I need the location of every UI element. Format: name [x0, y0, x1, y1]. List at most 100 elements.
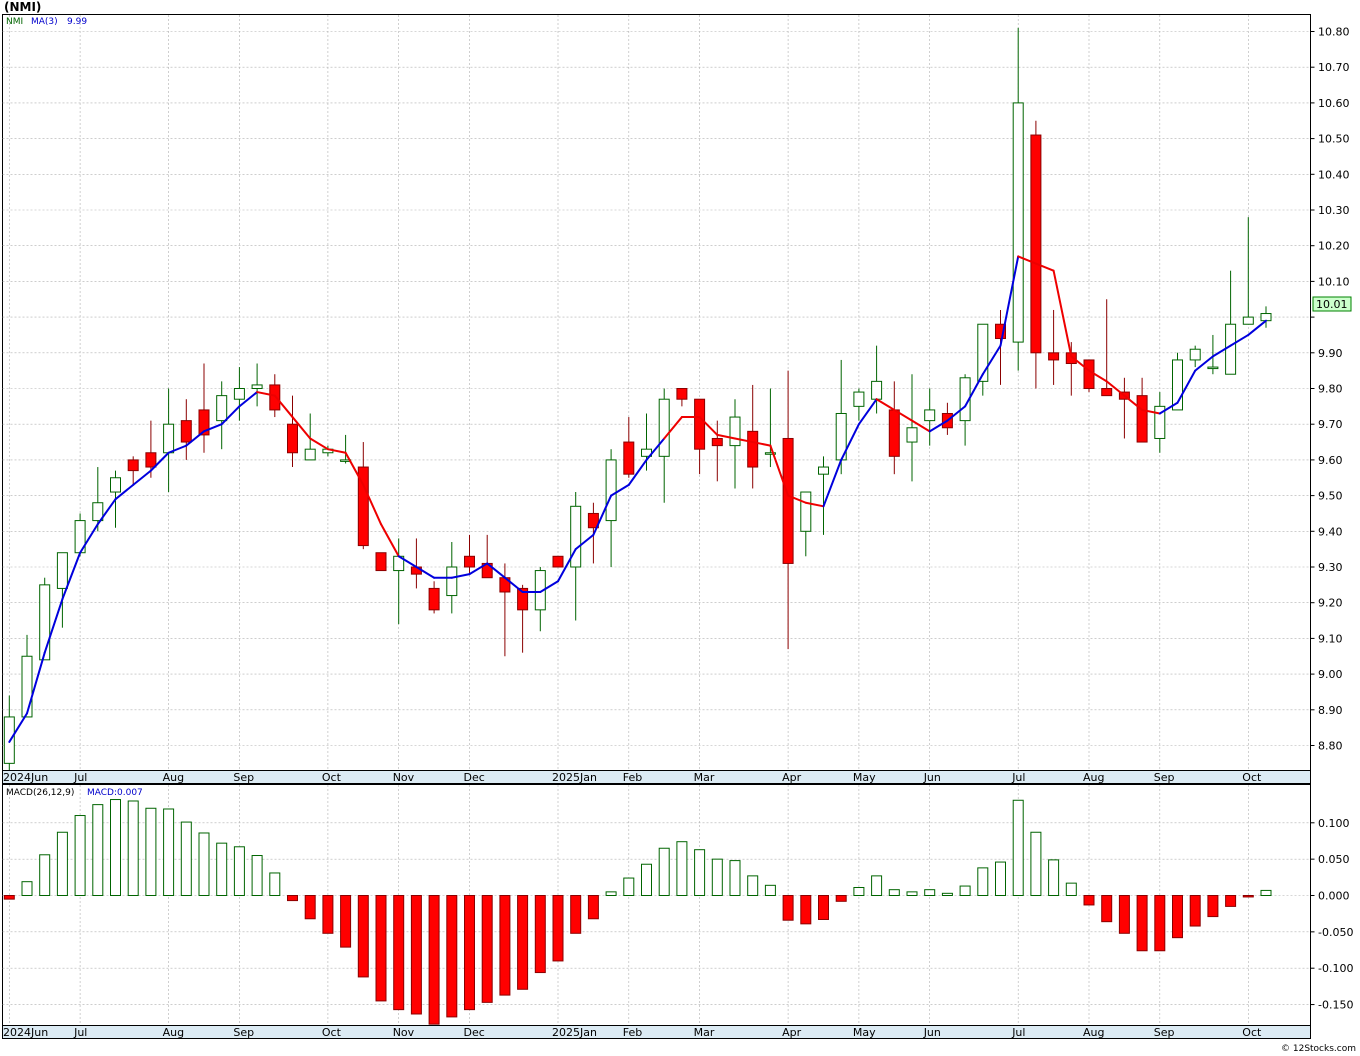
price-x-tick-label: May — [853, 771, 876, 784]
ma-segment — [220, 405, 241, 426]
macd-bar-positive — [729, 860, 741, 897]
candle — [977, 323, 989, 396]
macd-bar-positive — [711, 858, 723, 897]
macd-bar-positive — [906, 891, 918, 896]
ma-segment — [256, 391, 276, 397]
candle-body-down — [375, 552, 387, 572]
candle-body-up — [92, 502, 104, 522]
ma-segment — [928, 419, 949, 433]
candle-body-down — [127, 459, 139, 472]
ma-segment — [751, 441, 772, 447]
price-y-tick-label: 10.80 — [1318, 26, 1350, 39]
ma-segment — [946, 405, 967, 422]
candle — [1101, 299, 1113, 397]
macd-bar-negative — [446, 895, 458, 1018]
macd-y-axis: -0.150 -0.100 -0.050 0.000 0.050 0.100 — [1310, 817, 1353, 1012]
candle — [127, 456, 139, 485]
ma-segment — [362, 483, 382, 526]
macd-y-tick-label: -0.050 — [1318, 926, 1353, 939]
candle — [1030, 120, 1042, 389]
ma-segment — [663, 416, 683, 440]
ma-segment — [79, 523, 99, 554]
last-price-badge-box — [1312, 296, 1352, 312]
macd-bar-positive — [941, 892, 953, 896]
macd-bar-negative — [552, 895, 564, 962]
price-x-tick-label: Jul — [1011, 771, 1025, 784]
ma-segment — [326, 448, 347, 454]
macd-bar-positive — [74, 815, 86, 897]
ma-segment — [114, 483, 135, 501]
candle — [251, 363, 263, 407]
macd-y-tick-label: -0.150 — [1318, 999, 1353, 1012]
candle — [747, 384, 759, 489]
macd-bar-negative — [517, 895, 529, 990]
macd-bar-positive — [269, 872, 281, 897]
macd-bar-positive — [110, 799, 121, 897]
price-x-tick-label: Aug — [1083, 771, 1104, 784]
candle — [39, 577, 51, 661]
macd-bar-positive — [145, 807, 157, 897]
ma-segment — [238, 391, 259, 408]
ma-segment — [503, 576, 524, 593]
ma-segment — [1017, 255, 1037, 265]
candle-body-up — [570, 505, 582, 568]
candle-body-up — [110, 477, 121, 493]
macd-bar-positive — [623, 877, 635, 897]
ma-segment — [450, 573, 471, 579]
candle-body-down — [711, 437, 723, 447]
candle-body-up — [871, 380, 883, 400]
ma-segment — [574, 533, 595, 551]
ma-segment — [787, 494, 807, 504]
candle-body-up — [21, 655, 33, 718]
macd-x-tick-label: Jul — [1011, 1026, 1025, 1039]
price-y-tick-label: 9.70 — [1318, 418, 1343, 431]
ma-segment — [964, 373, 984, 408]
candle — [623, 417, 635, 478]
candle-body-up — [800, 491, 812, 532]
macd-bar-positive — [871, 875, 883, 896]
candle — [357, 442, 369, 550]
macd-x-tick-label: Aug — [163, 1026, 184, 1039]
price-x-tick-label: Nov — [393, 771, 415, 784]
candle — [1207, 334, 1219, 375]
macd-bar-negative — [304, 895, 316, 920]
footer-credit: © 12Stocks.com — [1281, 1044, 1356, 1054]
price-y-tick-label: 9.90 — [1318, 347, 1343, 360]
macd-y-tick-label: 0.100 — [1318, 817, 1350, 830]
candle-body-down — [782, 437, 794, 564]
macd-x-tick-label: 2024Jun — [3, 1026, 48, 1039]
candle-body-up — [1172, 359, 1183, 411]
price-y-tick-label: 9.40 — [1318, 525, 1343, 538]
macd-bar-positive — [605, 891, 617, 896]
candle — [145, 420, 157, 478]
macd-gridlines — [2, 785, 1311, 1025]
candle-body-down — [995, 323, 1006, 340]
macd-bar-negative — [1172, 895, 1183, 939]
candle — [711, 420, 723, 482]
price-y-tick-label: 9.10 — [1318, 632, 1343, 645]
ma-segment — [1158, 401, 1179, 415]
candle — [304, 413, 316, 461]
macd-bar-positive — [180, 821, 192, 896]
macd-bar-negative — [800, 895, 812, 925]
price-x-tick-label: Apr — [782, 771, 802, 784]
macd-bar-positive — [676, 841, 688, 897]
ma-segment — [1194, 355, 1214, 372]
chart-title: (NMI) — [4, 0, 41, 14]
ma-segment — [132, 469, 152, 486]
macd-bar-negative — [340, 895, 352, 948]
candle — [198, 363, 210, 453]
ma-segment — [486, 562, 506, 579]
macd-bar-negative — [1189, 895, 1201, 927]
ma-segment — [1052, 269, 1073, 358]
price-x-tick-label: Feb — [623, 771, 642, 784]
candle-body-down — [287, 423, 298, 454]
macd-bar-positive — [163, 808, 175, 896]
macd-x-tick-label: Mar — [694, 1026, 715, 1039]
macd-bar-positive — [977, 867, 989, 897]
macd-bar-negative — [464, 895, 475, 1011]
macd-y-tick-label: 0.000 — [1318, 890, 1350, 903]
macd-bar-positive — [39, 854, 51, 897]
candle — [180, 399, 192, 460]
macd-bar-negative — [3, 895, 15, 900]
